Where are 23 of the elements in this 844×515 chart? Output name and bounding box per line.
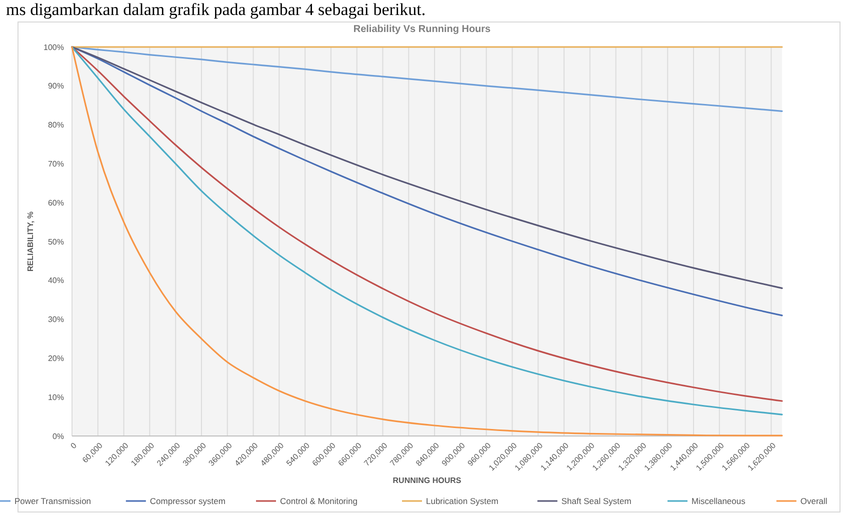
x-axis-title: RUNNING HOURS [392, 476, 462, 485]
y-tick-label: 40% [48, 276, 64, 286]
legend-label: Overall [800, 496, 828, 506]
y-tick-label: 30% [48, 315, 64, 324]
legend-label: Miscellaneous [692, 496, 746, 506]
legend-label: Lubrication System [426, 496, 498, 506]
text: ms digambarkan dalam grafik pada gambar 4 sebagai berikut. [6, 0, 426, 19]
y-tick-label: 0% [52, 432, 64, 441]
y-tick-label: 80% [48, 120, 64, 130]
chart-title: Reliability Vs Running Hours [353, 24, 492, 35]
y-tick-label: 90% [48, 82, 64, 91]
y-tick-label: 10% [48, 392, 64, 402]
x-tick-label: 0 [68, 440, 79, 451]
legend-label: Shaft Seal System [561, 496, 632, 506]
y-axis-title: RELIABILITY, % [26, 211, 35, 272]
legend-label: Compressor system [150, 496, 226, 506]
y-tick-label: 20% [48, 354, 64, 363]
y-tick-label: 100% [44, 42, 64, 52]
y-tick-label: 50% [48, 237, 64, 246]
y-tick-label: 70% [48, 160, 64, 168]
legend-label: Power Transmission [14, 496, 92, 506]
legend-label: Control & Monitoring [280, 496, 358, 506]
y-tick-label: 60% [48, 198, 64, 208]
